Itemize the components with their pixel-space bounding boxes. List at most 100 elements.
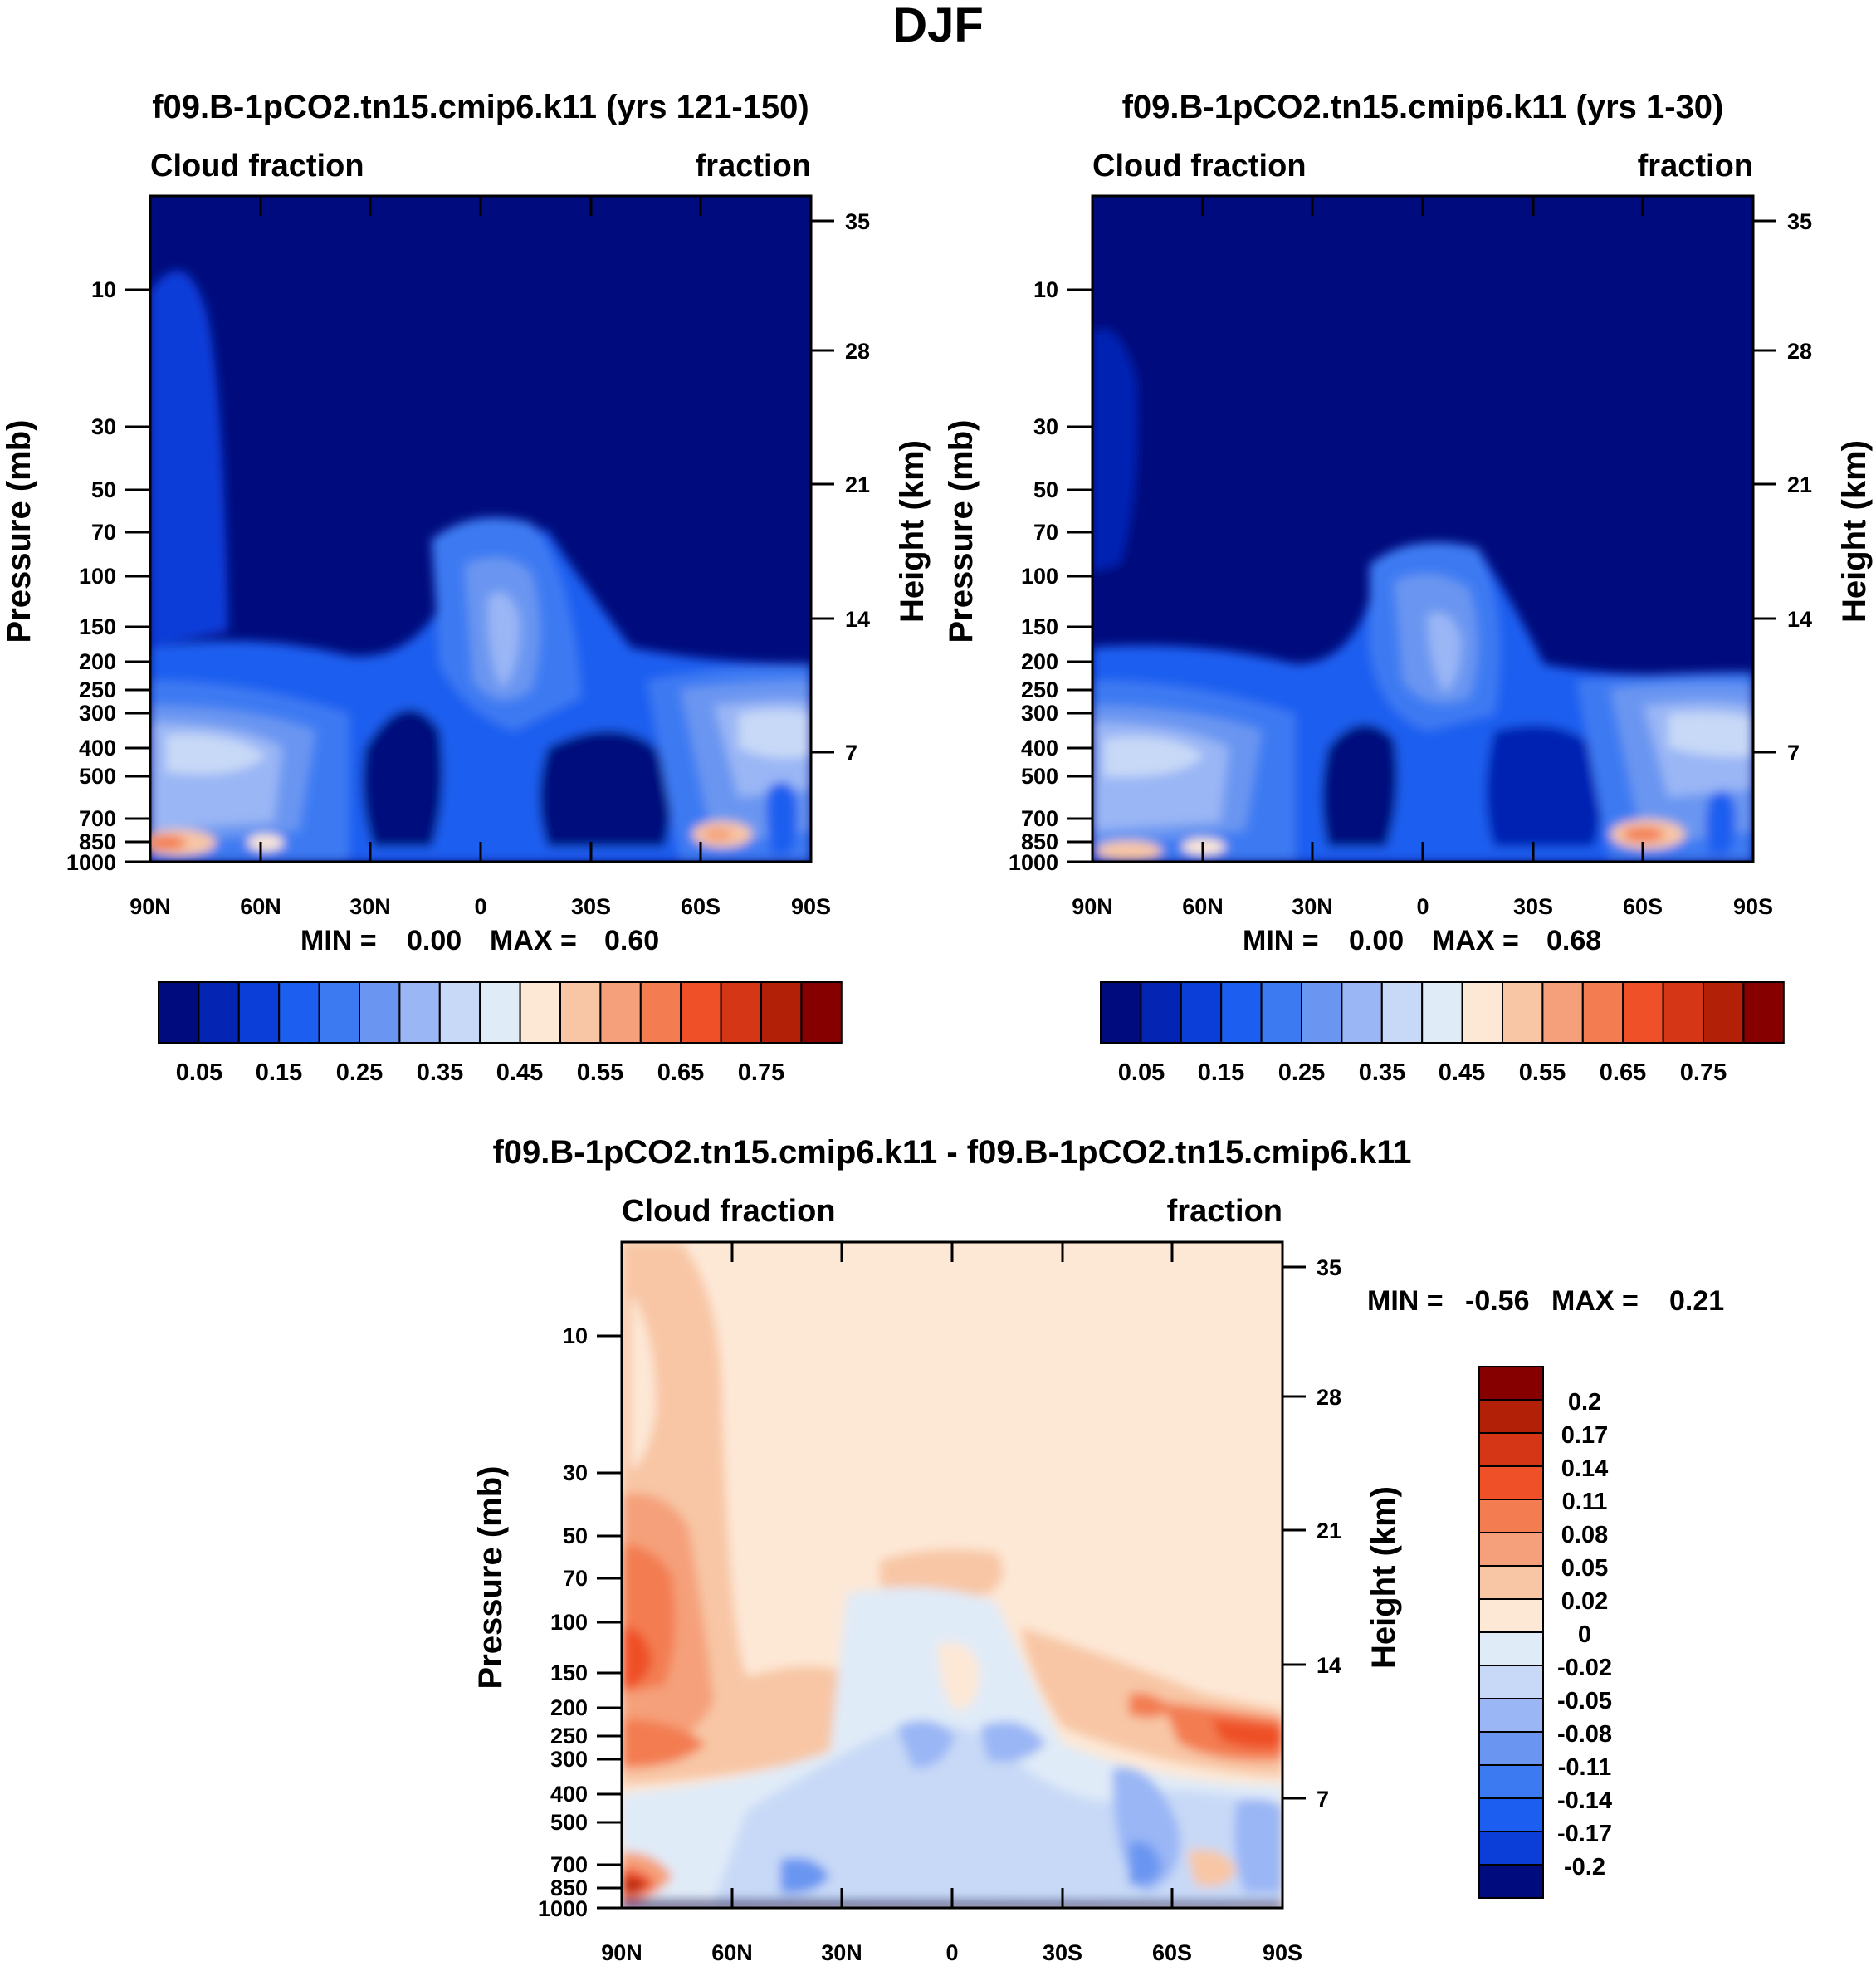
ytick-label: 150 <box>550 1660 588 1685</box>
max-value: 0.21 <box>1669 1285 1724 1317</box>
colorbar-label: -0.14 <box>1557 1787 1612 1814</box>
colorbar-label: 0.55 <box>1519 1059 1566 1086</box>
colorbar-label: 0.75 <box>1680 1059 1727 1086</box>
contour-mid-north-4 <box>166 734 266 775</box>
contour-field <box>150 196 811 862</box>
colorbar-swatch <box>1380 981 1424 1044</box>
ytick-label: 400 <box>1021 736 1058 760</box>
y2tick-label: 7 <box>845 741 857 765</box>
colorbar-swatch <box>1220 981 1263 1044</box>
axis-ticks <box>597 1242 1306 1910</box>
y2tick-label: 28 <box>1317 1385 1341 1410</box>
contour-dry-north <box>362 709 443 847</box>
y2tick-label: 7 <box>1317 1787 1329 1812</box>
ytick-label: 10 <box>1033 277 1058 302</box>
colorbar-swatch <box>158 981 200 1044</box>
colorbar-label: -0.17 <box>1557 1821 1612 1847</box>
y2tick-label: 21 <box>1787 472 1812 497</box>
min-max-stats: MIN = 0.00 MAX = 0.60 <box>300 925 659 956</box>
colorbar-swatch <box>1478 1366 1544 1401</box>
colorbar-label: 0.15 <box>1198 1059 1244 1086</box>
y-axis-label: Pressure (mb) <box>1 420 37 643</box>
colorbar-swatches <box>1478 1366 1544 1899</box>
colorbar-swatch <box>1478 1399 1544 1434</box>
y2tick-label: 28 <box>1787 339 1812 364</box>
colorbar-swatch <box>519 981 561 1044</box>
colorbar-swatch <box>359 981 401 1044</box>
right-label: fraction <box>1638 149 1753 183</box>
colorbar-swatch <box>559 981 602 1044</box>
ytick-label: 250 <box>550 1724 588 1748</box>
y2tick-label: 35 <box>1787 209 1812 234</box>
colorbar-label: 0.25 <box>1278 1059 1325 1086</box>
y-axis-label: Pressure (mb) <box>472 1466 509 1690</box>
xtick-label: 30N <box>349 894 391 919</box>
colorbar-swatch <box>278 981 320 1044</box>
colorbar-swatch <box>1421 981 1463 1044</box>
colorbar-swatch <box>720 981 762 1044</box>
xtick-label: 30N <box>1292 894 1333 919</box>
ytick-label: 300 <box>79 701 116 726</box>
contour-surface-north <box>1096 841 1162 861</box>
colorbar-swatch <box>1478 1532 1544 1567</box>
colorbar-swatch <box>1478 1465 1544 1500</box>
contour-negative-4 <box>980 1721 1046 1763</box>
colorbar-label: 0.2 <box>1568 1389 1601 1416</box>
colorbar-labels: 0.2 0.17 0.14 0.11 0.08 0.05 0.02 0 -0.0… <box>1557 1389 1612 1880</box>
ytick-label: 250 <box>79 677 116 702</box>
colorbar-label: 0 <box>1578 1621 1591 1648</box>
colorbar-label: 0.45 <box>496 1059 543 1086</box>
colorbar-swatch <box>1478 1598 1544 1633</box>
y2tick-label: 21 <box>845 472 870 497</box>
colorbar-swatch <box>1502 981 1544 1044</box>
y2tick-label: 28 <box>845 339 870 364</box>
colorbar-swatch <box>479 981 521 1044</box>
min-max-stats: MIN = -0.56 MAX = 0.21 <box>1367 1285 1724 1317</box>
colorbar-label: 0.35 <box>1359 1059 1405 1086</box>
colorbar-label: 0.08 <box>1561 1522 1608 1548</box>
y2tick-label: 14 <box>1787 607 1812 632</box>
colorbar-label: -0.05 <box>1557 1688 1612 1714</box>
y2-axis-label: Height (km) <box>894 440 931 623</box>
ytick-label: 30 <box>1033 414 1058 439</box>
contour-high-lat-north <box>150 271 228 648</box>
contour-surface-south-core <box>703 828 733 841</box>
min-value: -0.56 <box>1465 1285 1530 1317</box>
xtick-label: 60S <box>1152 1940 1192 1965</box>
x-tick-labels: 90N 60N 30N 0 30S 60S 90S <box>1072 894 1773 919</box>
colorbar-label: 0.65 <box>1600 1059 1646 1086</box>
min-value: 0.00 <box>407 925 462 956</box>
ytick-label: 700 <box>1021 806 1058 831</box>
ytick-label: 100 <box>1021 564 1058 589</box>
ytick-label: 50 <box>1033 477 1058 502</box>
axis-ticks <box>125 196 834 863</box>
ytick-label: 10 <box>563 1323 588 1348</box>
colorbar-swatch <box>1478 1731 1544 1766</box>
xtick-label: 90N <box>1072 894 1113 919</box>
colorbar-swatch <box>237 981 281 1044</box>
contour-south-jet-3 <box>1212 1719 1282 1749</box>
colorbar-swatch <box>1622 981 1664 1044</box>
contour-tropics-core <box>487 592 520 689</box>
xtick-label: 60N <box>1182 894 1224 919</box>
contour-north-stratosphere <box>631 1295 656 1470</box>
colorbar-swatch <box>1703 981 1745 1044</box>
colorbar-swatches <box>158 981 843 1044</box>
contour-field <box>1092 196 1753 862</box>
y2-axis-label: Height (km) <box>1365 1486 1402 1669</box>
colorbar-swatch <box>639 981 682 1044</box>
colorbar-swatch <box>438 981 481 1044</box>
contour-surface-positive-south <box>1187 1849 1237 1887</box>
colorbar-label: -0.02 <box>1557 1655 1612 1681</box>
ytick-label: 400 <box>550 1782 588 1807</box>
colorbar-swatch <box>599 981 642 1044</box>
xtick-label: 30S <box>571 894 611 919</box>
left-label: Cloud fraction <box>1092 149 1307 183</box>
colorbar-label: 0.17 <box>1561 1422 1608 1449</box>
ytick-label: 850 <box>79 829 116 854</box>
ytick-label: 300 <box>550 1747 588 1772</box>
colorbar-label: 0.65 <box>657 1059 704 1086</box>
y2tick-label: 21 <box>1317 1519 1341 1543</box>
colorbar-swatch <box>1478 1665 1544 1699</box>
